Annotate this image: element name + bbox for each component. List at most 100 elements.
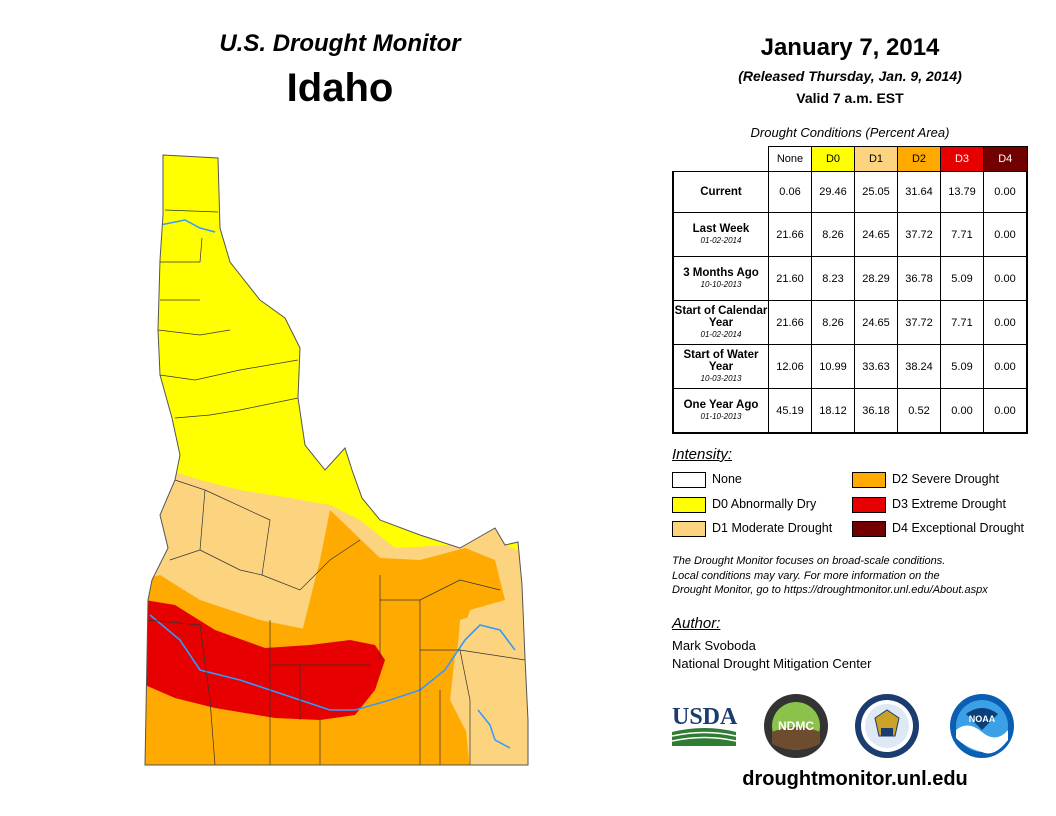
usda-logo-icon: USDA [671, 704, 738, 746]
cell: 21.66 [768, 300, 812, 345]
cell: 10.99 [811, 344, 855, 389]
cell: 18.12 [811, 388, 855, 434]
cell: 8.26 [811, 300, 855, 345]
cell: 38.24 [897, 344, 941, 389]
col-d0: D0 [811, 146, 855, 172]
legend-item-d1: D1 Moderate Drought [672, 520, 833, 537]
zone-d3 [145, 600, 385, 720]
cell: 0.00 [983, 212, 1028, 257]
cell: 37.72 [897, 212, 941, 257]
cell: 0.00 [983, 171, 1028, 213]
legend-item-d0: D0 Abnormally Dry [672, 496, 817, 513]
author-org: National Drought Mitigation Center [672, 656, 872, 671]
cell: 5.09 [940, 256, 984, 301]
legend-label: None [712, 472, 742, 486]
cell: 25.05 [854, 171, 898, 213]
cell: 8.26 [811, 212, 855, 257]
map-title: U.S. Drought Monitor [219, 30, 461, 57]
note-line: The Drought Monitor focuses on broad-sca… [672, 555, 946, 567]
noaa-logo-icon: NOAA [950, 694, 1014, 758]
col-none: None [768, 146, 812, 172]
snake-river [149, 614, 516, 711]
cell: 0.06 [768, 171, 812, 213]
north-river [159, 219, 216, 233]
cell: 36.18 [854, 388, 898, 434]
table-header-row: None D0 D1 D2 D3 D4 [673, 146, 1028, 172]
col-d3: D3 [940, 146, 984, 172]
legend-swatch [852, 471, 886, 488]
cell: 28.29 [854, 256, 898, 301]
cell: 29.46 [811, 171, 855, 213]
cell: 45.19 [768, 388, 812, 434]
website-link[interactable]: droughtmonitor.unl.edu [742, 768, 968, 790]
county-lines [147, 209, 526, 765]
cell: 24.65 [854, 212, 898, 257]
release-date: (Released Thursday, Jan. 9, 2014) [738, 68, 962, 84]
map-date: January 7, 2014 [760, 34, 940, 61]
table-row: Start of Water Year 10-03-2013 12.06 10.9… [672, 344, 1028, 389]
usda-logo-text: USDA [672, 704, 738, 730]
table-row: Last Week 01-02-2014 21.66 8.26 24.65 37.… [672, 212, 1028, 257]
legend-swatch [672, 520, 706, 537]
legend-swatch [852, 520, 886, 537]
table-row: One Year Ago 01-10-2013 45.19 18.12 36.18… [672, 388, 1028, 434]
idaho-drought-map [144, 154, 529, 766]
legend-label: D2 Severe Drought [892, 472, 1000, 486]
legend-swatch [852, 496, 886, 513]
cell: 24.65 [854, 300, 898, 345]
author-name: Mark Svoboda [672, 638, 756, 653]
state-outline [144, 154, 529, 766]
cell: 33.63 [854, 344, 898, 389]
note-line: Drought Monitor, go to https://droughtmo… [672, 584, 988, 596]
row-label: One Year Ago 01-10-2013 [672, 388, 769, 434]
row-label: Last Week 01-02-2014 [672, 212, 769, 257]
row-label: Start of Calendar Year 01-02-2014 [672, 300, 769, 345]
table-row: Start of Calendar Year 01-02-2014 21.66 8… [672, 300, 1028, 345]
author-title: Author: [672, 615, 721, 632]
row-label: Current [672, 171, 769, 213]
legend-label: D4 Exceptional Drought [892, 521, 1025, 535]
monitor-note: The Drought Monitor focuses on broad-sca… [672, 554, 1042, 598]
legend-label: D1 Moderate Drought [712, 521, 833, 535]
legend-item-d4: D4 Exceptional Drought [852, 520, 1025, 537]
col-d1: D1 [854, 146, 898, 172]
cell: 13.79 [940, 171, 984, 213]
cell: 0.00 [983, 388, 1028, 434]
table-row: Current 0.06 29.46 25.05 31.64 13.79 0.0… [672, 171, 1028, 213]
table-caption: Drought Conditions (Percent Area) [750, 125, 950, 140]
table-row: 3 Months Ago 10-10-2013 21.60 8.23 28.29 … [672, 256, 1028, 301]
legend-item-d2: D2 Severe Drought [852, 471, 1000, 488]
cell: 8.23 [811, 256, 855, 301]
legend-swatch [672, 471, 706, 488]
cell: 0.00 [940, 388, 984, 434]
legend-swatch [672, 496, 706, 513]
legend-item-none: None [672, 471, 742, 488]
legend-label: D0 Abnormally Dry [712, 497, 817, 511]
cell: 7.71 [940, 300, 984, 345]
col-d2: D2 [897, 146, 941, 172]
cell: 21.66 [768, 212, 812, 257]
cell: 0.00 [983, 344, 1028, 389]
drought-conditions-table: None D0 D1 D2 D3 D4 Current 0.06 29.46 2… [672, 146, 1028, 434]
east-river [477, 709, 511, 749]
row-label: 3 Months Ago 10-10-2013 [672, 256, 769, 301]
cell: 7.71 [940, 212, 984, 257]
cell: 12.06 [768, 344, 812, 389]
legend-item-d3: D3 Extreme Drought [852, 496, 1006, 513]
legend-title: Intensity: [672, 446, 733, 463]
cell: 36.78 [897, 256, 941, 301]
ndmc-logo-text: NDMC [778, 719, 814, 733]
cell: 37.72 [897, 300, 941, 345]
ndmc-logo-icon: NDMC [764, 694, 828, 758]
cell: 0.00 [983, 300, 1028, 345]
cell: 5.09 [940, 344, 984, 389]
legend-label: D3 Extreme Drought [892, 497, 1006, 511]
col-d4: D4 [983, 146, 1028, 172]
valid-time: Valid 7 a.m. EST [796, 90, 904, 106]
note-line: Local conditions may vary. For more info… [672, 569, 940, 582]
cell: 0.00 [983, 256, 1028, 301]
commerce-seal-icon [855, 694, 919, 758]
state-name: Idaho [286, 66, 394, 110]
cell: 31.64 [897, 171, 941, 213]
cell: 21.60 [768, 256, 812, 301]
